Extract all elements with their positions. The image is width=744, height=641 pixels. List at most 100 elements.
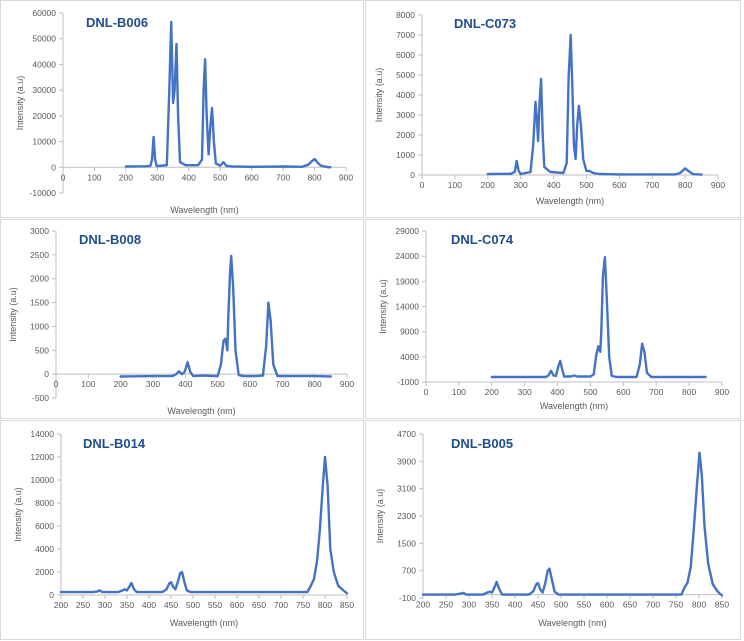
chart-title: DNL-B005 bbox=[451, 436, 513, 451]
x-tick-label: 200 bbox=[416, 600, 430, 610]
x-tick-label: 250 bbox=[439, 600, 453, 610]
y-tick-label: 24000 bbox=[395, 251, 419, 261]
x-tick-label: 300 bbox=[518, 387, 532, 397]
x-tick-label: 100 bbox=[448, 180, 462, 190]
x-tick-label: 850 bbox=[340, 600, 354, 610]
x-tick-label: 400 bbox=[142, 600, 156, 610]
y-tick-label: 20000 bbox=[32, 111, 56, 121]
x-tick-label: 600 bbox=[230, 600, 244, 610]
x-tick-label: 200 bbox=[481, 180, 495, 190]
y-tick-label: 3900 bbox=[397, 456, 416, 466]
y-tick-label: 500 bbox=[35, 345, 49, 355]
x-tick-label: 0 bbox=[420, 180, 425, 190]
y-axis-title: Intensity (a.u) bbox=[8, 287, 18, 342]
chart-svg: -10000 0 10000 20000 30000 40000 50000 60000 0 10… bbox=[15, 8, 353, 215]
x-tick-label: 700 bbox=[274, 600, 288, 610]
y-tick-label: 2500 bbox=[30, 250, 49, 260]
x-tick-label: 600 bbox=[616, 387, 630, 397]
x-tick-label: 500 bbox=[186, 600, 200, 610]
y-tick-label: 700 bbox=[402, 566, 416, 576]
x-tick-label: 400 bbox=[182, 172, 196, 182]
y-tick-label: 4700 bbox=[397, 429, 416, 439]
x-axis-title: Wavelength (nm) bbox=[540, 401, 608, 411]
x-axis-title: Wavelength (nm) bbox=[170, 618, 238, 628]
x-tick-label: 900 bbox=[339, 172, 353, 182]
x-tick-label: 800 bbox=[692, 600, 706, 610]
y-tick-label: 8000 bbox=[35, 498, 54, 508]
chart-svg: -100 700 1500 2300 3100 3900 4700 200 250 300 350 4… bbox=[375, 429, 729, 628]
chart-svg: -1000 4000 9000 14000 19000 24000 29000 0 100 200… bbox=[378, 226, 729, 411]
y-tick-label: 10000 bbox=[30, 475, 54, 485]
x-tick-label: 900 bbox=[715, 387, 729, 397]
chart-panel-dnl-b005: -100 700 1500 2300 3100 3900 4700 200 250 300 350 4… bbox=[365, 420, 741, 640]
y-tick-label: -100 bbox=[399, 593, 416, 603]
x-tick-label: 700 bbox=[275, 379, 289, 389]
x-tick-label: 100 bbox=[452, 387, 466, 397]
x-tick-label: 600 bbox=[243, 379, 257, 389]
y-tick-label: 9000 bbox=[400, 327, 419, 337]
x-tick-label: 700 bbox=[646, 600, 660, 610]
x-axis-title: Wavelength (nm) bbox=[167, 406, 235, 416]
y-tick-label: 1000 bbox=[396, 150, 415, 160]
x-tick-label: 400 bbox=[508, 600, 522, 610]
y-tick-label: 3100 bbox=[397, 484, 416, 494]
chart-panel-dnl-b014: 0 2000 4000 6000 8000 10000 12000 14000 200 250 30… bbox=[0, 420, 364, 640]
chart-svg: 0 1000 2000 3000 4000 5000 6000 7000 8000 0 100 200… bbox=[374, 10, 725, 206]
x-tick-label: 900 bbox=[711, 180, 725, 190]
x-tick-label: 800 bbox=[678, 180, 692, 190]
x-tick-label: 600 bbox=[600, 600, 614, 610]
x-tick-label: 300 bbox=[150, 172, 164, 182]
y-tick-label: -1000 bbox=[397, 377, 419, 387]
y-tick-label: 3000 bbox=[396, 110, 415, 120]
chart-panel-dnl-b006: -10000 0 10000 20000 30000 40000 50000 60000 0 10… bbox=[0, 0, 364, 218]
y-tick-label: 29000 bbox=[395, 226, 419, 236]
y-tick-label: 40000 bbox=[32, 59, 56, 69]
x-tick-label: 400 bbox=[546, 180, 560, 190]
x-tick-label: 0 bbox=[61, 172, 66, 182]
chart-title: DNL-B008 bbox=[79, 232, 141, 247]
chart-svg: -500 0 500 1000 1500 2000 2500 3000 0 100 200 300 40… bbox=[8, 226, 354, 416]
x-tick-label: 350 bbox=[120, 600, 134, 610]
y-tick-label: 1000 bbox=[30, 321, 49, 331]
x-tick-label: 400 bbox=[178, 379, 192, 389]
x-tick-label: 500 bbox=[211, 379, 225, 389]
y-tick-label: 2000 bbox=[35, 567, 54, 577]
y-axis-title: Intensity (a.u) bbox=[13, 487, 23, 542]
x-axis-title: Wavelength (nm) bbox=[538, 618, 606, 628]
x-tick-label: 0 bbox=[424, 387, 429, 397]
y-tick-label: 14000 bbox=[30, 429, 54, 439]
y-axis-title: Intensity (a.u) bbox=[375, 489, 385, 544]
chart-title: DNL-C074 bbox=[451, 232, 514, 247]
spectrum-line bbox=[119, 254, 332, 378]
x-tick-label: 600 bbox=[612, 180, 626, 190]
y-tick-label: 50000 bbox=[32, 34, 56, 44]
y-tick-label: 1500 bbox=[30, 298, 49, 308]
y-tick-label: 19000 bbox=[395, 276, 419, 286]
x-tick-label: 500 bbox=[579, 180, 593, 190]
y-tick-label: -500 bbox=[32, 393, 49, 403]
x-tick-label: 900 bbox=[340, 379, 354, 389]
x-tick-label: 650 bbox=[623, 600, 637, 610]
x-tick-label: 700 bbox=[645, 180, 659, 190]
x-tick-label: 250 bbox=[76, 600, 90, 610]
spectrum-line bbox=[124, 20, 332, 169]
x-tick-label: 300 bbox=[98, 600, 112, 610]
x-tick-label: 300 bbox=[462, 600, 476, 610]
x-tick-label: 450 bbox=[164, 600, 178, 610]
chart-title: DNL-B014 bbox=[83, 436, 146, 451]
y-tick-label: 3000 bbox=[30, 226, 49, 236]
x-tick-label: 800 bbox=[318, 600, 332, 610]
y-tick-label: 8000 bbox=[396, 10, 415, 20]
x-tick-label: 350 bbox=[485, 600, 499, 610]
spectrum-line bbox=[486, 33, 703, 176]
y-tick-label: 30000 bbox=[32, 85, 56, 95]
y-tick-label: 4000 bbox=[400, 352, 419, 362]
x-tick-label: 450 bbox=[531, 600, 545, 610]
x-tick-label: 750 bbox=[296, 600, 310, 610]
x-tick-label: 200 bbox=[54, 600, 68, 610]
y-tick-label: 4000 bbox=[35, 544, 54, 554]
x-tick-label: 800 bbox=[307, 172, 321, 182]
x-tick-label: 100 bbox=[81, 379, 95, 389]
chart-title: DNL-B006 bbox=[86, 15, 148, 30]
x-tick-label: 650 bbox=[252, 600, 266, 610]
